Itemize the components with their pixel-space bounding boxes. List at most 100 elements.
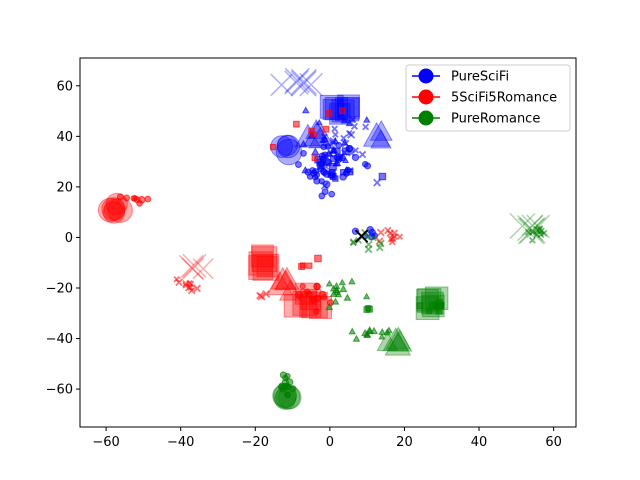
point-circle [130, 195, 138, 202]
point-circle [101, 197, 126, 222]
point-x [390, 229, 399, 237]
point-square [251, 244, 274, 268]
point-circle [313, 171, 321, 179]
legend: PureSciFi 5SciFi5Romance PureRomance [405, 64, 571, 132]
point-square [416, 302, 424, 310]
point-triangle [385, 326, 393, 334]
point-x [173, 275, 181, 283]
y-tick-label: 0 [65, 231, 73, 246]
point-circle [300, 150, 307, 157]
point-x [529, 228, 536, 236]
point-square [314, 254, 322, 263]
point-circle [320, 294, 328, 301]
point-circle [283, 391, 292, 399]
point-square [339, 107, 346, 115]
point-x [349, 116, 357, 124]
point-x [320, 181, 329, 190]
point-square [311, 154, 319, 162]
point-square [426, 307, 433, 314]
point-circle [103, 198, 126, 221]
point-circle [313, 308, 320, 315]
point-square [325, 110, 333, 117]
y-tick-label: −60 [46, 383, 73, 398]
point-x [350, 122, 359, 130]
point-x [192, 257, 214, 280]
point-square [248, 255, 274, 280]
y-tick-label: −20 [46, 281, 73, 296]
point-x [332, 131, 339, 138]
point-triangle [270, 266, 296, 290]
point-triangle [376, 331, 399, 351]
data-points [97, 67, 551, 410]
point-triangle [334, 290, 343, 298]
point-square [335, 153, 343, 162]
point-x [352, 147, 360, 154]
point-circle [305, 290, 313, 299]
legend-box [405, 64, 571, 132]
point-triangle [319, 136, 327, 144]
point-circle [144, 195, 152, 203]
point-triangle [362, 121, 391, 147]
point-x [290, 68, 317, 95]
point-x [349, 238, 357, 246]
point-square [306, 262, 313, 269]
point-square [322, 125, 330, 133]
point-triangle [301, 106, 310, 114]
point-circle [313, 282, 321, 291]
y-tick-label: 20 [56, 180, 73, 195]
point-triangle [348, 277, 356, 285]
legend-label: 5SciFi5Romance [451, 91, 557, 106]
point-circle [324, 143, 332, 150]
x-axis: −60 −40 −20 0 20 40 60 [92, 427, 562, 450]
point-x [384, 226, 392, 235]
point-x [370, 234, 377, 242]
point-triangle [315, 118, 323, 126]
point-square [329, 162, 337, 171]
point-triangle [299, 139, 308, 147]
point-circle [299, 283, 306, 290]
highlight-x-marker [354, 229, 369, 243]
point-x [373, 178, 382, 187]
point-x [331, 125, 338, 133]
point-circle [276, 134, 301, 159]
point-triangle [342, 156, 350, 164]
point-circle [282, 374, 289, 382]
point-triangle [362, 292, 371, 300]
point-triangle [338, 278, 346, 286]
point-square [251, 246, 278, 273]
legend-marker [418, 89, 434, 105]
plot-frame [79, 57, 577, 428]
point-square [308, 127, 315, 135]
point-triangle [325, 302, 334, 311]
point-triangle [343, 293, 352, 301]
y-tick-label: 40 [56, 130, 73, 145]
point-x [364, 245, 373, 254]
point-triangle [345, 119, 354, 127]
point-triangle [340, 116, 349, 124]
legend-marker [418, 68, 434, 84]
point-triangle [348, 327, 357, 335]
point-triangle [339, 284, 348, 293]
point-triangle [329, 289, 338, 297]
point-circle [309, 167, 317, 175]
point-triangle [274, 266, 300, 290]
point-triangle [382, 327, 409, 351]
point-triangle [369, 119, 393, 141]
y-tick-label: 60 [56, 79, 73, 94]
point-x [181, 257, 205, 281]
point-x [376, 239, 385, 248]
point-square [378, 172, 387, 181]
point-x [290, 70, 317, 97]
point-square [248, 251, 273, 276]
point-triangle [387, 329, 413, 352]
point-square [342, 147, 350, 155]
point-square [340, 169, 347, 176]
point-circle [295, 291, 303, 299]
point-square [332, 175, 339, 182]
point-x [284, 67, 310, 93]
point-triangle [363, 331, 371, 339]
point-circle [313, 294, 322, 302]
point-square [299, 262, 307, 269]
point-x [362, 123, 370, 131]
point-x [187, 286, 196, 295]
